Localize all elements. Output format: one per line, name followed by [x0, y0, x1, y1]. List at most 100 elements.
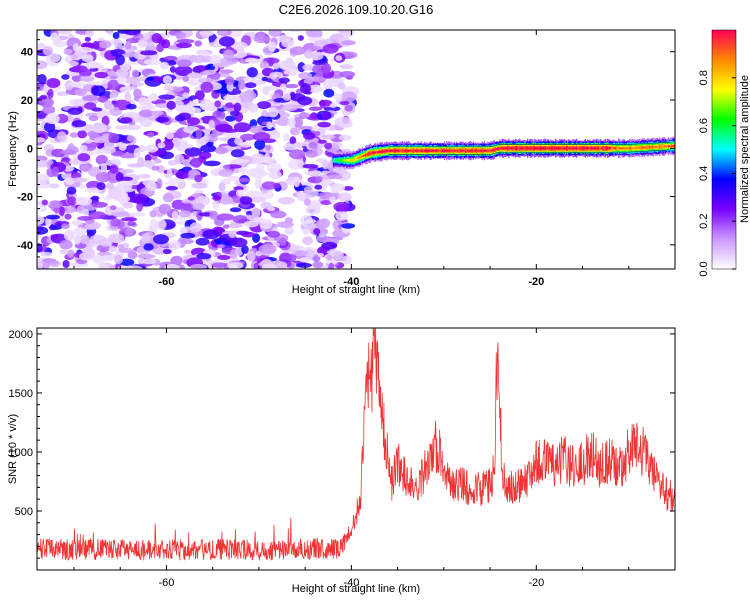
heatmap-ridge-cell [583, 147, 585, 150]
heatmap-ridge-cell [460, 149, 462, 152]
heatmap-noise-blob [246, 67, 258, 78]
heatmap-noise-blob [233, 122, 251, 133]
heatmap-noise-blob [38, 97, 54, 108]
heatmap-noise-blob [241, 245, 249, 254]
heatmap-noise-blob [267, 206, 276, 212]
heatmap-ridge-cell [551, 147, 553, 150]
heatmap-ridge-cell [616, 147, 619, 150]
heatmap-noise-blob [131, 69, 140, 78]
heatmap-ridge-cell [552, 147, 554, 150]
heatmap-noise-blob [60, 149, 77, 155]
heatmap-noise-blob [139, 109, 153, 118]
heatmap-noise-blob [62, 260, 70, 268]
heatmap-noise-blob [282, 143, 299, 151]
heatmap-ridge-cell [332, 159, 335, 162]
heatmap-ridge-cell [618, 147, 620, 150]
heatmap-ridge-cell [663, 145, 665, 148]
heatmap-noise-blob [195, 90, 205, 101]
heatmap-noise-blob [39, 95, 48, 100]
heatmap-noise-blob [322, 112, 330, 120]
heatmap-noise-blob [276, 221, 294, 229]
heatmap-noise-blob [100, 162, 108, 174]
heatmap-noise-blob [203, 69, 216, 76]
heatmap-noise-blob [228, 230, 237, 238]
heatmap-noise-blob [161, 39, 171, 49]
heatmap-noise-blob [109, 90, 120, 96]
heatmap-noise-blob [195, 237, 210, 246]
heatmap-ridge-cell [508, 147, 510, 150]
heatmap-ridge-cell [604, 147, 607, 150]
heatmap-y-tick-label: -40 [17, 240, 33, 252]
heatmap-noise-blob [339, 100, 350, 106]
heatmap-ridge-cell [540, 147, 542, 150]
heatmap-ridge-cell [654, 145, 656, 148]
heatmap-noise-blob [139, 50, 158, 56]
heatmap-noise-blob [171, 210, 179, 221]
heatmap-ridge-cell [545, 147, 548, 150]
heatmap-ridge-cell [571, 147, 573, 150]
heatmap-ridge-cell [461, 149, 463, 152]
heatmap-ridge-cell [644, 146, 646, 149]
heatmap-noise-blob [230, 41, 248, 50]
heatmap-ridge-cell [611, 147, 613, 150]
heatmap-noise-blob [338, 192, 352, 202]
heatmap-ridge-cell [376, 151, 378, 154]
heatmap-noise-blob [192, 55, 206, 64]
heatmap-noise-blob [210, 54, 219, 61]
heatmap-noise-blob [84, 36, 91, 42]
heatmap-x-tick-label: -20 [528, 276, 544, 288]
heatmap-ridge-cell [670, 144, 672, 148]
heatmap-noise-blob [150, 219, 158, 226]
heatmap-noise-blob [277, 196, 295, 205]
heatmap-noise-blob [91, 85, 106, 97]
heatmap-ridge-cell [342, 159, 345, 162]
heatmap-noise-blob [119, 176, 133, 181]
heatmap-noise-blob [314, 184, 323, 190]
heatmap-ridge-cell [340, 159, 342, 162]
heatmap-noise-blob [143, 243, 154, 251]
heatmap-ridge-cell [514, 147, 517, 150]
heatmap-ridge-cell [531, 147, 533, 150]
heatmap-noise-blob [80, 164, 90, 171]
heatmap-noise-blob [49, 183, 60, 189]
heatmap-ridge-cell [601, 147, 603, 150]
heatmap-ridge-cell [345, 159, 347, 162]
heatmap-noise-blob [258, 244, 277, 255]
heatmap-noise-blob [162, 140, 174, 151]
heatmap-ridge-cell [428, 149, 430, 152]
heatmap-y-tick-label: -20 [17, 192, 33, 204]
heatmap-ridge-cell [467, 149, 469, 152]
heatmap-ridge-cell [591, 147, 593, 150]
heatmap-noise-blob [266, 162, 282, 173]
heatmap-ridge-cell [419, 149, 421, 152]
heatmap-ridge-cell [347, 159, 349, 162]
heatmap-noise-blob [272, 62, 280, 70]
heatmap-ridge-cell [366, 153, 368, 156]
heatmap-ridge-cell [565, 147, 568, 150]
heatmap-noise-blob [287, 253, 297, 262]
heatmap-noise-blob [333, 201, 350, 212]
heatmap-noise-blob [41, 199, 48, 206]
heatmap-noise-blob [124, 91, 132, 102]
colorbar-gradient [711, 29, 737, 270]
heatmap-ridge-cell [547, 147, 549, 150]
heatmap-noise-blob [219, 30, 228, 35]
heatmap-ridge-cell [635, 146, 638, 150]
heatmap-noise-blob [77, 153, 91, 162]
heatmap-noise-blob [283, 133, 290, 142]
heatmap-noise-blob [230, 237, 248, 248]
heatmap-ridge-cell [532, 147, 534, 150]
heatmap-noise-blob [313, 228, 321, 235]
heatmap-noise-blob [138, 145, 146, 153]
heatmap-noise-blob [186, 105, 196, 114]
heatmap-noise-blob [42, 45, 54, 56]
heatmap-ridge-cell [626, 147, 629, 150]
heatmap-ridge-cell [359, 156, 361, 159]
heatmap-noise-blob [72, 43, 79, 52]
snr-y-tick-label: 1000 [9, 447, 33, 459]
heatmap-ridge-cell [568, 147, 570, 150]
heatmap-noise-blob [334, 116, 353, 128]
heatmap-noise-blob [129, 212, 146, 217]
heatmap-noise-blob [208, 120, 215, 129]
heatmap-y-axis-label: Frequency (Hz) [7, 111, 19, 187]
